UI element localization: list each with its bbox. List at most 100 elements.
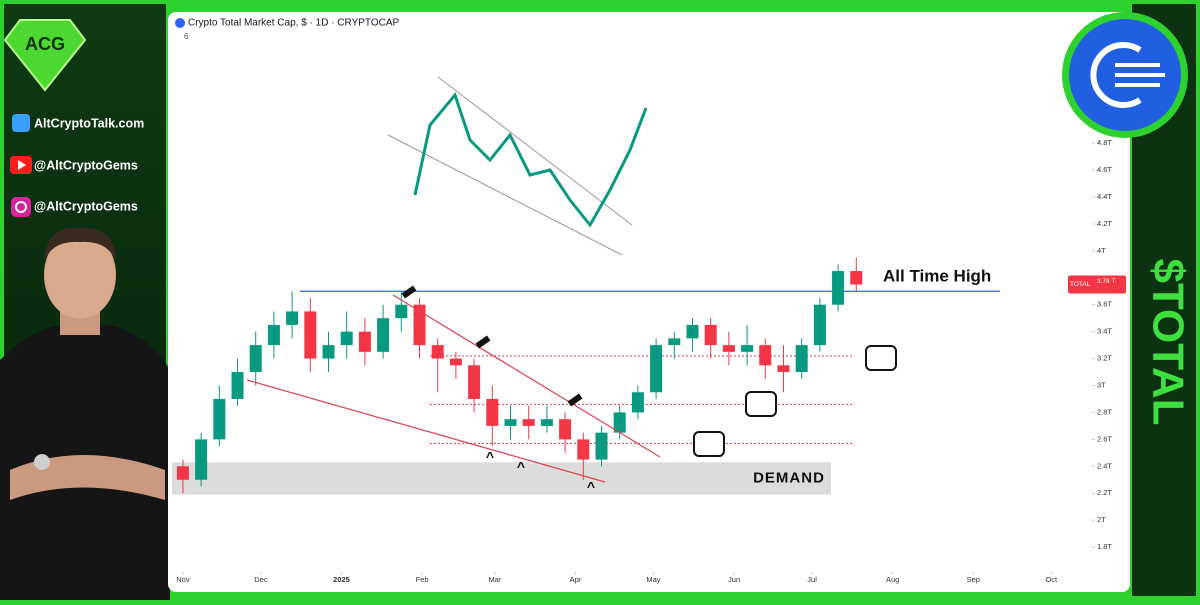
candle-body	[249, 345, 262, 373]
y-tick-label: 4.6T	[1097, 165, 1112, 174]
inset-pattern	[387, 76, 648, 256]
x-tick-label: Sep	[967, 575, 980, 584]
x-tick-label: Feb	[416, 575, 429, 584]
candle-body	[486, 398, 499, 426]
x-tick-label: Aug	[886, 575, 899, 584]
candle-body	[777, 365, 790, 373]
x-tick-label: 2025	[333, 575, 350, 584]
demand-label: DEMAND	[753, 469, 825, 486]
instagram-lens	[15, 201, 27, 213]
candle-body	[468, 365, 481, 399]
symbol-title: Crypto Total Market Cap, $ · 1D · CRYPTO…	[188, 18, 400, 29]
x-tick-label: Apr	[570, 575, 582, 584]
candle-body	[304, 311, 317, 359]
candle-body	[577, 439, 590, 460]
candle-body	[286, 311, 299, 325]
x-tick-label: Mar	[488, 575, 501, 584]
instagram-icon	[11, 197, 31, 217]
candle-body	[759, 345, 772, 366]
candle-body	[595, 432, 608, 460]
x-tick-label: Nov	[176, 575, 190, 584]
candle-body	[195, 439, 208, 480]
candle-body	[267, 324, 280, 346]
candle-body	[358, 331, 371, 352]
indicator-count: 6	[184, 32, 189, 41]
instagram-handle: @AltCryptoGems	[34, 199, 138, 213]
x-tick-label: Oct	[1045, 575, 1058, 584]
symbol-icon	[175, 18, 185, 28]
y-tick-label: 3.2T	[1097, 354, 1112, 363]
logo-text: ACG	[25, 34, 65, 54]
y-tick-label: 2.2T	[1097, 488, 1112, 497]
candle-body	[741, 345, 754, 352]
person-watch	[34, 454, 50, 470]
candle-body	[213, 398, 226, 440]
candle-body	[231, 372, 244, 399]
candle-body	[650, 345, 663, 393]
candle-body	[813, 304, 826, 346]
candle-body	[795, 345, 808, 373]
pointing-hands	[693, 345, 897, 457]
gem-logo	[3, 19, 87, 92]
person-head	[44, 231, 116, 319]
y-tick-label: 2.6T	[1097, 434, 1112, 443]
x-tick-label: Jun	[728, 575, 740, 584]
x-tick-label: Dec	[254, 575, 268, 584]
svg-text:^: ^	[517, 459, 525, 475]
y-tick-label: 2.4T	[1097, 461, 1112, 470]
y-tick-label: 3T	[1097, 380, 1106, 389]
y-tick-label: 1.8T	[1097, 542, 1112, 551]
website: AltCryptoTalk.com	[34, 116, 144, 130]
y-tick-label: 4T	[1097, 246, 1106, 255]
candle-body	[413, 304, 426, 346]
x-tick-label: May	[646, 575, 660, 584]
chart-panel	[168, 12, 1130, 592]
trendline	[392, 294, 661, 458]
web-icon	[12, 114, 30, 132]
youtube-play	[18, 160, 26, 170]
candle-body	[522, 419, 535, 426]
candle-body	[850, 271, 863, 285]
logo-lines	[1115, 63, 1165, 87]
candle-body	[395, 304, 408, 319]
candle-body	[504, 419, 517, 426]
candle-body	[631, 392, 644, 413]
candle-body	[686, 324, 699, 339]
candle-body	[540, 419, 553, 426]
y-tick-label: 4.8T	[1097, 138, 1112, 147]
candle-body	[176, 466, 189, 480]
markers: ^ ^ ^	[401, 285, 595, 495]
candle-body	[722, 345, 735, 352]
y-tick-label: 2.8T	[1097, 407, 1112, 416]
side-title: $TOTAL	[1143, 258, 1192, 425]
person-hair	[44, 227, 116, 262]
price-tag-value: 3.78 T	[1097, 278, 1115, 285]
candle-body	[832, 271, 845, 305]
candle-body	[322, 345, 335, 359]
trendline	[246, 379, 606, 483]
y-tick-label: 4.2T	[1097, 219, 1112, 228]
candle-body	[449, 358, 462, 366]
candle-body	[559, 419, 572, 440]
svg-text:^: ^	[486, 449, 494, 465]
x-tick-label: Jul	[807, 575, 817, 584]
y-tick-label: 2T	[1097, 515, 1106, 524]
ath-label: All Time High	[883, 267, 991, 286]
candle-body	[613, 412, 626, 433]
demand-zone	[172, 462, 831, 495]
y-tick-label: 4.4T	[1097, 192, 1112, 201]
logo-mark	[1090, 42, 1142, 108]
youtube-handle: @AltCryptoGems	[34, 158, 138, 172]
y-tick-label: 3.6T	[1097, 300, 1112, 309]
candle-body	[704, 324, 717, 346]
y-tick-label: 3.4T	[1097, 327, 1112, 336]
candle-body	[431, 345, 444, 359]
svg-text:^: ^	[587, 479, 595, 495]
candle-body	[340, 331, 353, 346]
candle-body	[377, 318, 390, 352]
price-tag-box	[1068, 275, 1126, 294]
price-tag-name: TOTAL	[1070, 281, 1091, 288]
candle-body	[668, 338, 681, 346]
